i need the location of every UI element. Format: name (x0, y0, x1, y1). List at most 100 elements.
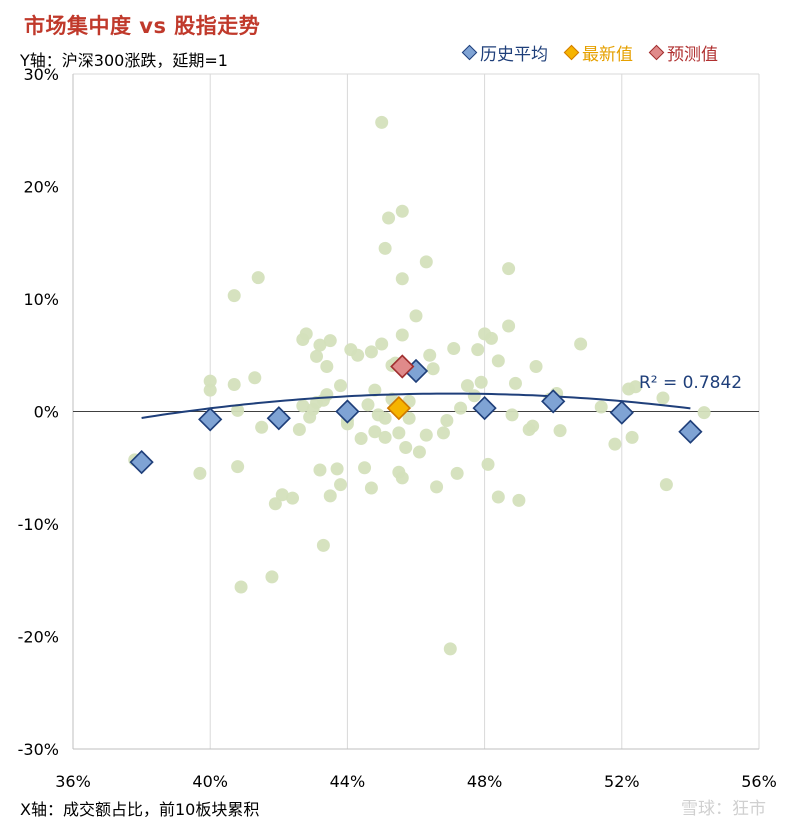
scatter-point (268, 497, 282, 511)
scatter-point (491, 354, 505, 368)
scatter-point (275, 488, 289, 502)
scatter-point (505, 408, 519, 422)
scatter-point (608, 437, 622, 451)
trend-line (141, 392, 691, 419)
scatter-point (471, 343, 485, 357)
scatter-point (656, 391, 670, 405)
scatter-point (450, 466, 464, 480)
scatter-point (460, 379, 474, 393)
scatter-point (625, 430, 639, 444)
scatter-point (440, 414, 454, 427)
scatter-point (375, 337, 389, 351)
scatter-point (320, 388, 334, 402)
legend-label-forecast: 预测值 (667, 45, 718, 65)
scatter-point (454, 401, 468, 415)
scatter-point (316, 538, 330, 552)
scatter-point (334, 478, 348, 492)
scatter-point (323, 489, 337, 503)
diamond-marker (386, 395, 411, 421)
legend-item-forecast: 预测值 (648, 40, 718, 65)
scatter-point (467, 389, 481, 403)
scatter-point (399, 441, 413, 454)
diamond-marker (335, 399, 360, 424)
y-tick-label: -30% (18, 740, 59, 759)
scatter-point (313, 338, 327, 352)
scatter-point (419, 255, 433, 269)
scatter-point (255, 420, 269, 434)
scatter-point (231, 460, 245, 474)
x-tick-label: 36% (55, 772, 91, 791)
scatter-point (395, 328, 409, 342)
scatter-point (378, 241, 392, 255)
scatter-point (296, 399, 310, 413)
x-axis-note: X轴：成交额占比，前10板块累积 (20, 800, 260, 819)
scatter-point (629, 380, 643, 394)
scatter-point (248, 371, 262, 385)
scatter-point (491, 490, 505, 504)
diamond-markers (129, 354, 703, 475)
scatter-point (508, 376, 522, 390)
source-watermark: 雪球：狂市 (681, 799, 766, 819)
scatter-point (402, 411, 416, 425)
scatter-point (436, 426, 450, 440)
scatter-point (526, 419, 540, 433)
diamond-marker (472, 395, 497, 421)
scatter-point (395, 471, 409, 485)
y-axis-note: Y轴：沪深300涨跌，延期=1 (20, 51, 228, 70)
x-tick-label: 56% (741, 772, 777, 791)
scatter-point (395, 272, 409, 286)
scatter-point (320, 360, 334, 373)
scatter-point (234, 580, 248, 594)
scatter-point (364, 481, 378, 495)
scatter-point (426, 362, 440, 376)
scatter-point (443, 642, 457, 656)
scatter-point (430, 480, 444, 494)
scatter-point (368, 425, 382, 439)
y-tick-label: -20% (18, 628, 59, 647)
scatter-point (310, 349, 324, 363)
x-tick-label: 48% (467, 772, 503, 791)
scatter-point (395, 204, 409, 218)
scatter-point (292, 423, 306, 436)
scatter-point (354, 432, 368, 445)
scatter-point (251, 271, 265, 285)
y-tick-label: -10% (18, 515, 59, 534)
scatter-point (334, 379, 348, 393)
scatter-point (502, 262, 516, 276)
scatter-point (227, 378, 241, 391)
legend: 历史平均 最新值 预测值 (461, 40, 718, 65)
diamond-marker (609, 400, 634, 425)
diamond-marker (390, 354, 415, 379)
scatter-point (447, 342, 461, 355)
scatter-point (358, 461, 372, 475)
diamond-marker (198, 407, 223, 432)
scatter-points (128, 115, 711, 656)
scatter-point (193, 466, 207, 480)
chart-title: 市场集中度 vs 股指走势 (24, 14, 261, 38)
scatter-point (409, 309, 423, 323)
y-tick-label: 0% (34, 403, 59, 422)
scatter-point (231, 403, 245, 417)
scatter-point (474, 375, 488, 389)
scatter-point (423, 348, 437, 362)
legend-label-latest: 最新值 (582, 45, 633, 65)
scatter-point (330, 462, 344, 476)
scatter-point (392, 426, 406, 440)
scatter-point (382, 211, 396, 225)
legend-label-average: 历史平均 (480, 45, 548, 65)
y-tick-label: 10% (23, 290, 59, 309)
scatter-point (412, 445, 426, 459)
scatter-point (227, 289, 241, 303)
scatter-point (574, 337, 588, 351)
scatter-point (313, 463, 327, 477)
scatter-point (512, 493, 526, 507)
scatter-point (286, 491, 300, 505)
scatter-point (419, 428, 433, 442)
diamond-marker (129, 449, 154, 475)
y-tick-label: 20% (23, 178, 59, 197)
scatter-point (697, 406, 711, 420)
scatter-point (378, 411, 392, 425)
scatter-point (529, 360, 543, 373)
scatter-point (484, 331, 498, 345)
legend-item-average: 历史平均 (461, 40, 548, 65)
